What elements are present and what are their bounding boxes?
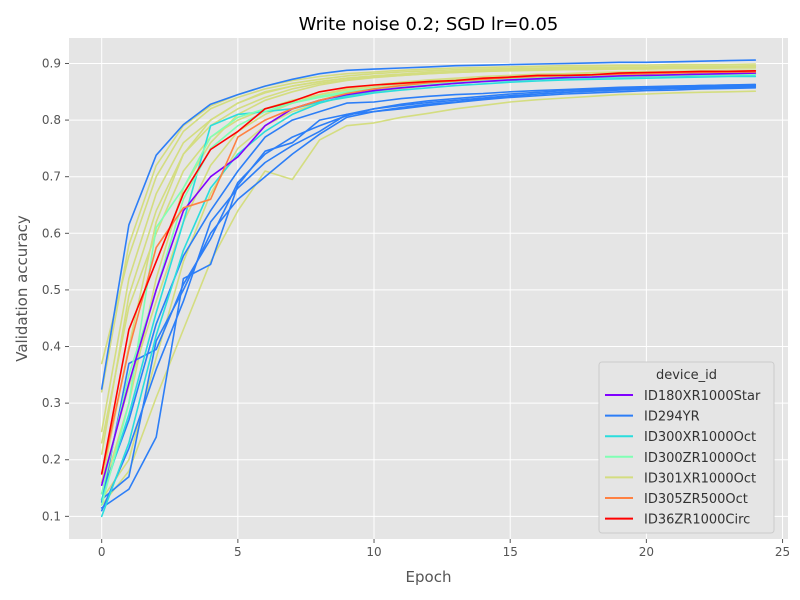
- y-tick-label: 0.5: [42, 283, 61, 297]
- x-tick-label: 25: [775, 545, 790, 559]
- series-line-id294yr: [100, 85, 757, 512]
- legend-item: ID301XR1000Oct: [605, 471, 756, 486]
- legend-item: ID300XR1000Oct: [605, 430, 756, 445]
- y-tick-label: 0.3: [42, 396, 61, 410]
- legend-label: ID180XR1000Star: [644, 389, 761, 404]
- x-tick-label: 10: [366, 545, 381, 559]
- series-line-id301xr1000oct: [100, 65, 757, 484]
- series-line-id36zr1000circ: [100, 70, 757, 475]
- legend-label: ID300XR1000Oct: [644, 430, 756, 445]
- y-tick-label: 0.7: [42, 170, 61, 184]
- legend-title: device_id: [656, 368, 717, 383]
- y-axis-ticks: 0.1 0.2 0.3 0.4 0.5 0.6 0.7 0.8 0.9: [42, 56, 69, 523]
- legend-entries: ID180XR1000Star ID294YR ID300XR1000Oct ID30…: [605, 389, 761, 528]
- series-line-id301xr1000oct: [100, 63, 757, 393]
- series-line-id305zr500oct: [100, 71, 757, 475]
- x-tick-label: 15: [503, 545, 518, 559]
- x-tick-label: 0: [98, 545, 106, 559]
- series-line-id294yr: [100, 87, 757, 501]
- x-tick-label: 5: [234, 545, 242, 559]
- legend-label: ID300ZR1000Oct: [644, 451, 756, 466]
- x-axis-label: Epoch: [406, 568, 452, 586]
- series-line-id301xr1000oct: [100, 90, 757, 506]
- legend-item: ID36ZR1000Circ: [605, 513, 750, 528]
- legend-label: ID301XR1000Oct: [644, 471, 756, 486]
- y-axis-label: Validation accuracy: [13, 215, 31, 362]
- y-tick-label: 0.1: [42, 509, 61, 523]
- y-tick-label: 0.9: [42, 56, 61, 70]
- series-line-id180xr1000star: [100, 72, 757, 487]
- y-tick-label: 0.8: [42, 113, 61, 127]
- legend-item: ID300ZR1000Oct: [605, 451, 756, 466]
- legend-label: ID305ZR500Oct: [644, 492, 748, 507]
- y-tick-label: 0.4: [42, 340, 61, 354]
- legend: device_id ID180XR1000Star ID294YR ID300XR1…: [598, 361, 775, 534]
- series-line-id294yr: [100, 59, 757, 390]
- series-line-id301xr1000oct: [100, 69, 757, 484]
- legend-label: ID36ZR1000Circ: [644, 513, 750, 528]
- legend-label: ID294YR: [644, 410, 700, 425]
- legend-item: ID305ZR500Oct: [605, 492, 748, 507]
- y-tick-label: 0.6: [42, 226, 61, 240]
- x-axis-ticks: 0 5 10 15 20 25: [98, 539, 790, 559]
- series-line-id294yr: [100, 84, 757, 495]
- series-line-id300xr1000oct: [100, 75, 757, 501]
- legend-item: ID180XR1000Star: [605, 389, 761, 404]
- y-tick-label: 0.2: [42, 453, 61, 467]
- legend-box: [598, 361, 775, 534]
- chart-title: Write noise 0.2; SGD lr=0.05: [299, 14, 559, 35]
- series-lines: [100, 59, 757, 518]
- x-tick-label: 20: [639, 545, 654, 559]
- legend-item: ID294YR: [605, 410, 700, 425]
